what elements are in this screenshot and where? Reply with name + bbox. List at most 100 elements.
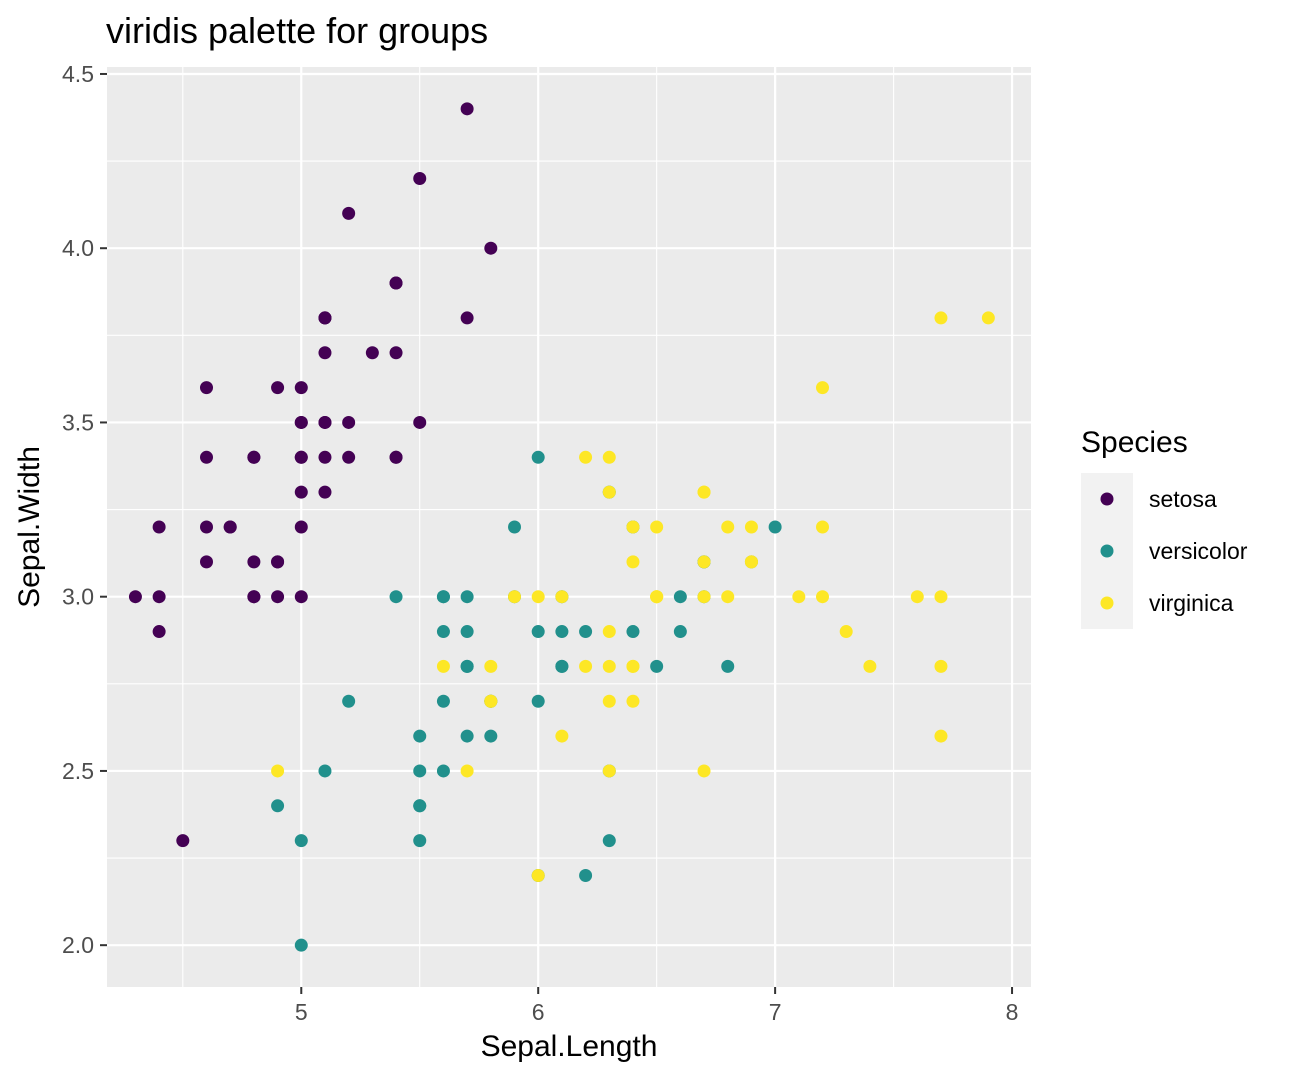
point-setosa (200, 520, 214, 534)
point-virginica (626, 520, 640, 534)
point-virginica (934, 311, 948, 325)
legend-title: Species (1081, 426, 1188, 459)
point-virginica (650, 520, 664, 534)
point-setosa (318, 450, 332, 464)
point-setosa (413, 415, 427, 429)
point-virginica (792, 590, 806, 604)
point-setosa (294, 450, 308, 464)
point-setosa (294, 520, 308, 534)
point-setosa (247, 450, 261, 464)
point-versicolor (460, 625, 474, 639)
point-setosa (294, 590, 308, 604)
point-virginica (460, 764, 474, 778)
point-versicolor (294, 938, 308, 952)
point-virginica (721, 520, 735, 534)
major-gridlines (107, 67, 1031, 987)
point-virginica (484, 694, 498, 708)
point-virginica (697, 485, 711, 499)
point-versicolor (460, 659, 474, 673)
point-virginica (271, 764, 285, 778)
point-setosa (152, 590, 166, 604)
plot-panel (107, 67, 1031, 987)
point-setosa (247, 555, 261, 569)
point-versicolor (602, 834, 616, 848)
point-virginica (579, 450, 593, 464)
point-versicolor (768, 520, 782, 534)
point-virginica (744, 555, 758, 569)
x-tick-label: 8 (1006, 999, 1019, 1025)
point-setosa (342, 450, 356, 464)
point-setosa (294, 381, 308, 395)
legend-label-virginica: virginica (1149, 590, 1234, 616)
point-setosa (318, 346, 332, 360)
point-virginica (934, 729, 948, 743)
point-virginica (484, 659, 498, 673)
point-versicolor (436, 694, 450, 708)
point-setosa (271, 590, 285, 604)
x-tick-label: 6 (532, 999, 545, 1025)
point-setosa (152, 520, 166, 534)
point-versicolor (342, 694, 356, 708)
point-versicolor (413, 764, 427, 778)
point-setosa (176, 834, 190, 848)
point-versicolor (508, 520, 522, 534)
point-versicolor (389, 590, 403, 604)
point-virginica (816, 590, 830, 604)
point-virginica (626, 555, 640, 569)
point-setosa (200, 555, 214, 569)
point-versicolor (673, 590, 687, 604)
point-versicolor (436, 764, 450, 778)
point-virginica (816, 381, 830, 395)
legend-key-setosa (1100, 492, 1114, 506)
point-setosa (294, 485, 308, 499)
point-versicolor (555, 625, 569, 639)
point-versicolor (721, 659, 735, 673)
point-versicolor (531, 625, 545, 639)
point-virginica (579, 659, 593, 673)
point-versicolor (484, 729, 498, 743)
point-setosa (152, 625, 166, 639)
x-axis-title: Sepal.Length (481, 1030, 658, 1063)
point-virginica (436, 659, 450, 673)
point-versicolor (436, 625, 450, 639)
y-tick-label: 4.5 (62, 61, 94, 87)
point-setosa (318, 311, 332, 325)
point-versicolor (673, 625, 687, 639)
y-tick-label: 4.0 (62, 235, 94, 261)
point-versicolor (531, 450, 545, 464)
y-tick-label: 3.0 (62, 584, 94, 610)
point-virginica (508, 590, 522, 604)
point-setosa (389, 346, 403, 360)
point-virginica (816, 520, 830, 534)
point-setosa (271, 555, 285, 569)
point-virginica (531, 590, 545, 604)
point-virginica (863, 659, 877, 673)
legend-label-setosa: setosa (1149, 486, 1217, 512)
y-tick-label: 2.0 (62, 932, 94, 958)
point-versicolor (579, 868, 593, 882)
point-setosa (200, 450, 214, 464)
point-setosa (128, 590, 142, 604)
point-versicolor (579, 625, 593, 639)
point-versicolor (413, 799, 427, 813)
point-setosa (247, 590, 261, 604)
point-versicolor (460, 590, 474, 604)
point-versicolor (294, 834, 308, 848)
point-setosa (460, 102, 474, 116)
y-axis: 2.0 2.5 3.0 3.5 4.0 4.5 (62, 61, 107, 958)
point-virginica (555, 590, 569, 604)
legend-key-versicolor (1100, 544, 1114, 558)
point-setosa (294, 415, 308, 429)
point-versicolor (413, 834, 427, 848)
chart-title: viridis palette for groups (106, 10, 488, 51)
point-virginica (531, 868, 545, 882)
point-virginica (721, 590, 735, 604)
point-virginica (602, 694, 616, 708)
legend-items: setosa versicolor virginica (1081, 473, 1248, 629)
point-setosa (484, 241, 498, 255)
point-virginica (602, 659, 616, 673)
point-virginica (697, 764, 711, 778)
point-setosa (318, 485, 332, 499)
point-setosa (223, 520, 237, 534)
